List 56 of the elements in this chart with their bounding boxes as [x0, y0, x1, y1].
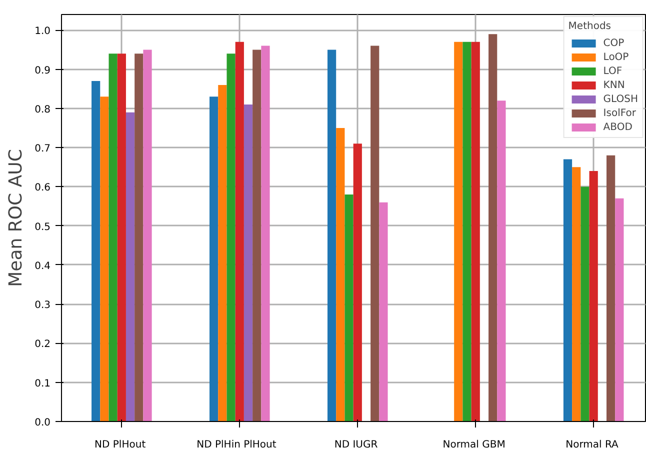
y-tick-label: 0.1 [34, 378, 51, 390]
y-tick-label: 0.6 [34, 182, 51, 194]
y-axis-title: Mean ROC AUC [6, 149, 27, 287]
legend-label: ABOD [603, 121, 632, 133]
legend-label: COP [603, 37, 624, 49]
bar [336, 128, 345, 422]
y-tick-label: 0.9 [34, 65, 51, 76]
bar [580, 186, 590, 422]
y-tick-label: 0.8 [34, 104, 51, 116]
bar [615, 198, 624, 422]
bar [100, 96, 109, 422]
bar [488, 34, 498, 422]
y-tick-label: 0.0 [34, 418, 51, 428]
bar [606, 155, 616, 422]
legend-label: GLOSH [603, 93, 638, 105]
bar [92, 81, 100, 422]
bar [134, 54, 144, 422]
bar [589, 171, 598, 422]
legend-label: KNN [603, 79, 625, 91]
bar [143, 50, 152, 422]
legend-label: IsolFor [603, 107, 636, 119]
x-tick-label: Normal GBM [442, 440, 506, 450]
y-tick-label: 0.4 [34, 260, 51, 272]
bar [327, 50, 336, 422]
bar [117, 54, 126, 422]
legend-label: LoOP [603, 51, 629, 63]
x-tick-label: ND PlHout [94, 440, 146, 450]
bar [218, 84, 227, 422]
y-tick-label: 0.7 [34, 144, 51, 155]
y-tick-label: 0.5 [34, 222, 51, 233]
legend-label: LOF [603, 65, 624, 77]
bar [454, 42, 463, 422]
y-tick-label: 0.3 [34, 300, 51, 312]
bar [379, 202, 388, 422]
bar [572, 167, 581, 422]
bar [126, 112, 135, 422]
x-tick-label: Normal RA [566, 440, 619, 450]
bar [108, 54, 118, 422]
bar [261, 46, 270, 422]
bar [353, 144, 362, 422]
x-tick-label: ND PlHin PlHout [196, 440, 276, 450]
bar [252, 50, 262, 422]
bar [235, 42, 244, 422]
bar [226, 54, 236, 422]
bar [497, 100, 506, 422]
bar [344, 194, 354, 422]
legend-title: Methods [568, 21, 612, 32]
bar [244, 104, 253, 422]
bar [370, 46, 380, 422]
bar [210, 96, 218, 422]
bar [462, 42, 472, 422]
y-tick-label: 1.0 [34, 26, 51, 38]
bar [563, 159, 572, 422]
x-tick-label: ND IUGR [334, 440, 378, 450]
y-tick-label: 0.2 [34, 339, 51, 350]
bar [471, 42, 480, 422]
